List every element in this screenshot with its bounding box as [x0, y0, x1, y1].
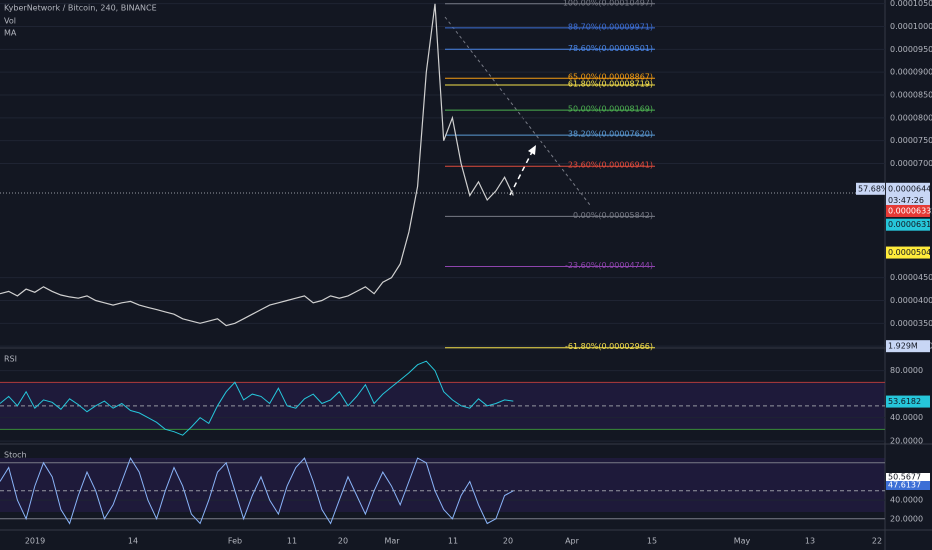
- indicator-label: MA: [4, 29, 17, 38]
- stoch-badge-label: 47.6137: [888, 481, 921, 490]
- price-badge: [886, 340, 930, 353]
- x-tick-label: Feb: [228, 537, 242, 546]
- x-tick-label: Mar: [384, 537, 400, 546]
- price-badge: [886, 246, 930, 259]
- price-badge: [886, 194, 930, 207]
- stoch-band: [0, 458, 885, 512]
- fib-label: 23.60%(0.00006941): [568, 161, 653, 170]
- x-tick-label: 2019: [25, 537, 45, 546]
- symbol-title: KyberNetwork / Bitcoin, 240, BINANCE: [4, 4, 157, 13]
- stoch-badge-label: 50.5677: [888, 473, 921, 482]
- price-badge: [856, 182, 885, 195]
- stoch-badge: [886, 481, 930, 490]
- x-tick-label: Apr: [565, 537, 580, 546]
- x-tick-label: 22: [872, 537, 882, 546]
- fib-label: 0.00%(0.00005842): [573, 211, 653, 220]
- y-tick-label: 80.0000: [890, 366, 923, 375]
- price-badge: [886, 204, 930, 217]
- pane-title: Stoch: [4, 451, 27, 460]
- fib-label: -61.80%(0.00002966): [565, 342, 653, 351]
- fib-label: 61.80%(0.00008719): [568, 79, 653, 88]
- fib-label: 88.70%(0.00009971): [568, 22, 653, 31]
- fib-label: 78.60%(0.00009501): [568, 44, 653, 53]
- x-tick-label: 11: [448, 537, 458, 546]
- forecast-arrow: [509, 151, 533, 196]
- y-tick-label: 0.00003500: [890, 319, 932, 328]
- pane-title: RSI: [4, 355, 17, 364]
- price-badge-label: 57.68%: [858, 184, 889, 193]
- x-tick-label: 20: [503, 537, 513, 546]
- x-tick-label: 14: [128, 537, 138, 546]
- indicator-label: Vol: [4, 17, 16, 26]
- y-tick-label: 40.0000: [890, 496, 923, 505]
- fib-label: -23.60%(0.00004744): [565, 261, 653, 270]
- x-tick-label: 13: [805, 537, 815, 546]
- price-line: [0, 3, 514, 327]
- fib-label: 65.00%(0.00008867): [568, 73, 653, 82]
- price-badge-label: 0.00006446: [888, 184, 932, 193]
- price-badge-label: 0.00005042: [888, 248, 932, 257]
- y-tick-label: 20.0000: [890, 514, 923, 523]
- price-badge: [886, 218, 930, 231]
- stoch-badge: [886, 473, 930, 482]
- price-badge-label: 0.00006332: [888, 206, 932, 215]
- stoch-line: [0, 456, 514, 525]
- y-tick-label: 20.0000: [890, 437, 923, 446]
- x-tick-label: May: [734, 537, 751, 546]
- price-badge-label: 0.00006317: [888, 220, 932, 229]
- x-tick-label: 15: [647, 537, 657, 546]
- rsi-badge: [886, 395, 930, 408]
- x-tick-label: 20: [338, 537, 348, 546]
- price-badge-label: 1.929M: [888, 342, 918, 351]
- arrow-head: [528, 145, 536, 155]
- rsi-line: [0, 360, 514, 436]
- x-tick-label: 11: [287, 537, 297, 546]
- rsi-badge-label: 53.6182: [888, 397, 921, 406]
- fib-label: 100.00%(0.00010497): [563, 0, 653, 7]
- fib-label: 38.20%(0.00007620): [568, 130, 653, 139]
- y-tick-label: 40.0000: [890, 413, 923, 422]
- price-badge-label: 03:47:26: [888, 196, 924, 205]
- price-badge: [886, 182, 930, 195]
- fib-label: 50.00%(0.00008169): [568, 105, 653, 114]
